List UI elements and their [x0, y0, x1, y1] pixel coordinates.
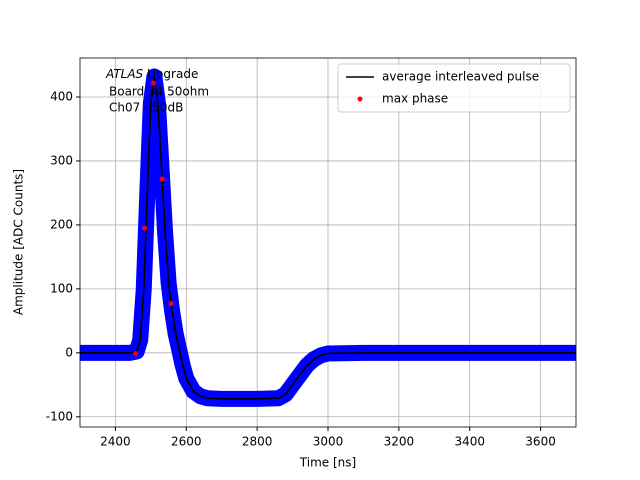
x-tick-label: 2600	[171, 435, 202, 449]
max-phase-point	[150, 80, 156, 86]
annotation-italic: ATLAS	[105, 67, 144, 81]
max-phase-point	[133, 350, 139, 356]
x-tick-label: 3000	[313, 435, 344, 449]
x-tick-label: 3600	[525, 435, 556, 449]
annotation-text: Upgrade	[147, 67, 198, 81]
plot	[80, 68, 576, 407]
legend-point	[357, 96, 363, 102]
max-phase-point	[168, 301, 174, 307]
legend-label: max phase	[382, 92, 448, 106]
annotation-line: Board 34 50ohm	[109, 85, 209, 99]
max-phase-point	[141, 225, 147, 231]
y-tick-label: 0	[65, 345, 73, 359]
legend-box	[337, 63, 571, 113]
x-tick-label: 3400	[454, 435, 485, 449]
y-tick-label: 200	[50, 217, 73, 231]
y-tick-label: 400	[50, 90, 73, 104]
legend-label: average interleaved pulse	[382, 70, 539, 84]
x-tick-label: 2800	[242, 435, 273, 449]
max-phase-point	[159, 176, 165, 182]
plot-frame	[79, 57, 577, 428]
y-tick-label: 300	[50, 153, 73, 167]
y-tick-label: 100	[50, 281, 73, 295]
y-tick-label: -100	[46, 409, 73, 423]
x-tick-label: 2400	[100, 435, 131, 449]
annotation: ATLAS Upgrade	[105, 67, 198, 81]
x-tick-label: 3200	[384, 435, 415, 449]
y-axis-label: Amplitude [ADC Counts]	[12, 169, 26, 315]
annotation-line: Ch07 - 50dB	[109, 101, 183, 115]
x-axis-label: Time [ns]	[299, 456, 356, 470]
average-line	[80, 76, 576, 400]
